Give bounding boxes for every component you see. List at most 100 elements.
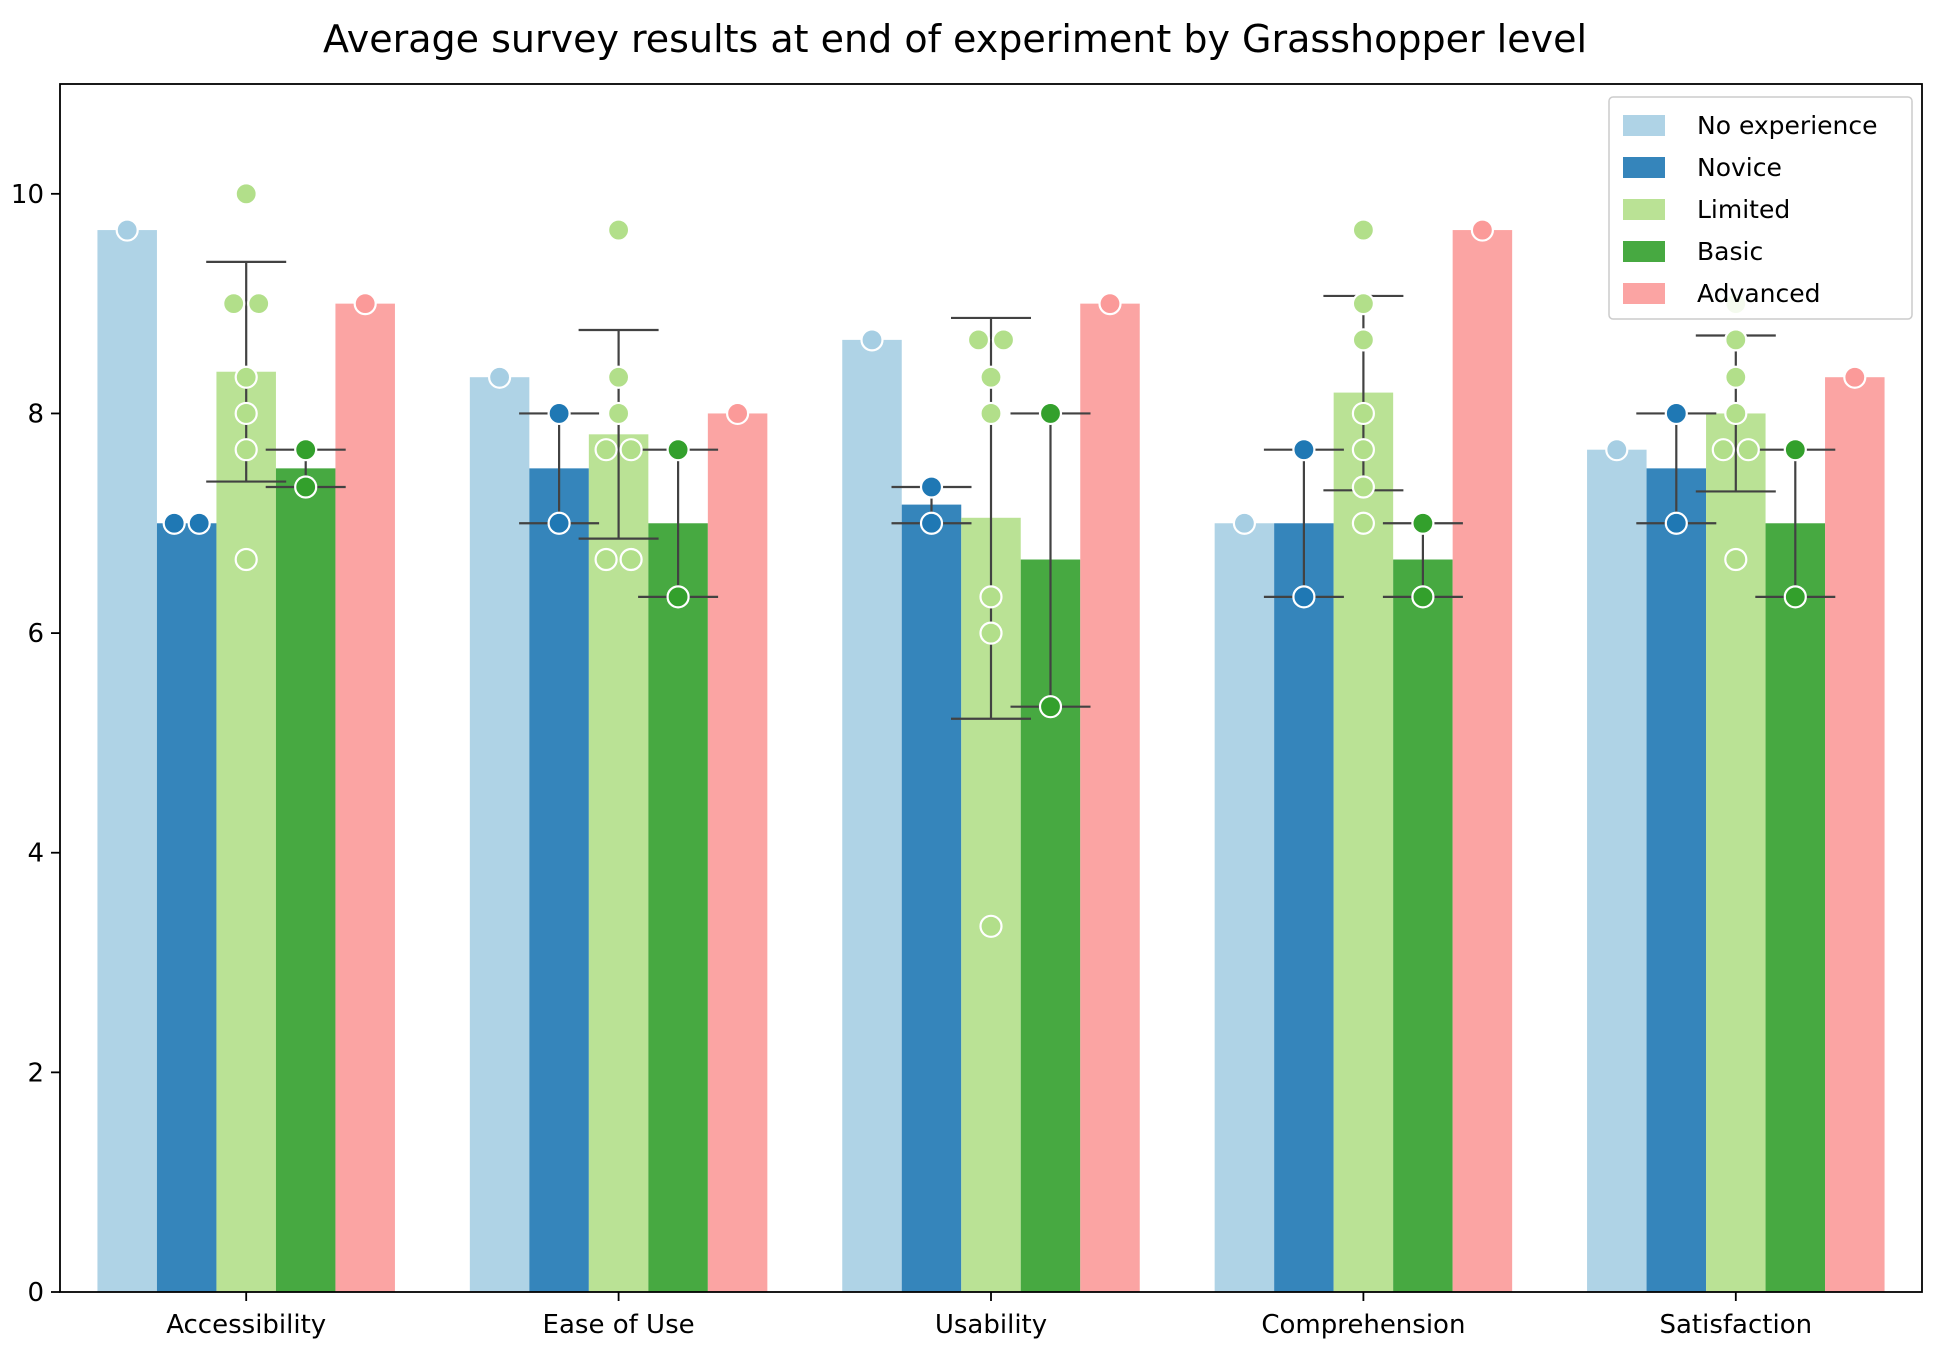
bar-no-experience-satisfaction — [1587, 449, 1647, 1292]
data-point-no-experience-accessibility-0 — [115, 218, 139, 242]
data-point-advanced-usability-0 — [1098, 292, 1122, 316]
bar-advanced-comprehension — [1452, 230, 1513, 1292]
data-point-novice-ease-of-use-0 — [547, 401, 571, 426]
bars-layer — [97, 230, 1885, 1293]
data-point-novice-satisfaction-1 — [1664, 511, 1688, 535]
data-point-limited-accessibility-2 — [247, 292, 271, 316]
x-tick-label-satisfaction: Satisfaction — [1660, 1310, 1813, 1340]
data-point-no-experience-satisfaction-0 — [1605, 438, 1629, 462]
data-point-basic-ease-of-use-1 — [666, 585, 690, 609]
bar-novice-accessibility — [156, 523, 217, 1292]
bar-limited-ease-of-use — [588, 434, 649, 1292]
legend-label-limited: Limited — [1697, 195, 1790, 224]
data-point-limited-ease-of-use-5 — [594, 547, 618, 572]
data-point-advanced-comprehension-0 — [1470, 218, 1495, 242]
data-point-novice-usability-0 — [919, 475, 944, 499]
data-point-novice-accessibility-0 — [162, 511, 186, 535]
bar-advanced-accessibility — [335, 303, 395, 1292]
data-point-basic-ease-of-use-0 — [666, 438, 690, 462]
data-point-limited-usability-0 — [966, 328, 991, 352]
data-point-novice-satisfaction-0 — [1664, 401, 1688, 426]
data-point-limited-satisfaction-1 — [1724, 328, 1748, 352]
data-point-limited-ease-of-use-1 — [606, 365, 631, 389]
data-point-basic-satisfaction-0 — [1783, 438, 1807, 462]
data-point-limited-comprehension-4 — [1351, 438, 1376, 462]
x-tick-label-accessibility: Accessibility — [166, 1310, 326, 1340]
data-point-limited-satisfaction-6 — [1724, 547, 1748, 572]
bar-limited-accessibility — [216, 371, 276, 1292]
data-point-limited-ease-of-use-3 — [594, 438, 618, 462]
axes-layer: 0 2 4 6 8 10 Accessibility Ease of Use Usability… — [11, 180, 1812, 1340]
y-tick-label-2: 4 — [27, 839, 44, 869]
data-point-limited-accessibility-4 — [234, 401, 258, 426]
data-point-limited-accessibility-3 — [234, 365, 258, 389]
legend-swatch-basic — [1623, 241, 1665, 262]
data-point-limited-satisfaction-2 — [1724, 365, 1748, 389]
data-point-limited-satisfaction-5 — [1736, 438, 1760, 462]
bar-basic-ease-of-use — [648, 523, 708, 1292]
bar-limited-satisfaction — [1706, 413, 1766, 1292]
data-point-no-experience-comprehension-0 — [1232, 511, 1257, 535]
data-point-limited-ease-of-use-4 — [619, 438, 643, 462]
data-point-limited-usability-5 — [979, 621, 1003, 645]
data-point-novice-accessibility-1 — [187, 511, 211, 535]
data-point-limited-satisfaction-4 — [1711, 438, 1735, 462]
bar-advanced-satisfaction — [1825, 377, 1885, 1292]
data-point-limited-comprehension-3 — [1351, 401, 1376, 426]
data-point-limited-usability-1 — [991, 328, 1016, 352]
data-point-limited-accessibility-6 — [234, 547, 258, 572]
chart-title: Average survey results at end of experim… — [323, 17, 1587, 61]
bar-basic-comprehension — [1393, 559, 1453, 1292]
legend-swatch-limited — [1623, 199, 1665, 220]
x-tick-label-ease-of-use: Ease of Use — [543, 1310, 695, 1340]
data-point-limited-accessibility-0 — [234, 182, 258, 206]
bar-limited-comprehension — [1333, 392, 1394, 1292]
data-point-limited-usability-6 — [979, 914, 1003, 938]
y-tick-label-5: 10 — [11, 180, 44, 210]
legend-swatch-novice — [1623, 157, 1665, 178]
legend-box — [1608, 96, 1913, 320]
y-tick-label-0: 0 — [27, 1278, 44, 1308]
data-point-limited-usability-3 — [979, 401, 1003, 426]
data-point-no-experience-ease-of-use-0 — [488, 365, 512, 389]
bar-novice-satisfaction — [1646, 468, 1707, 1292]
y-tick-label-1: 2 — [27, 1058, 44, 1088]
bar-basic-satisfaction — [1765, 523, 1826, 1292]
data-point-limited-usability-4 — [979, 585, 1003, 609]
data-point-advanced-satisfaction-0 — [1843, 365, 1867, 389]
bar-novice-comprehension — [1274, 523, 1334, 1292]
data-point-basic-accessibility-1 — [294, 475, 318, 499]
data-point-no-experience-usability-0 — [860, 328, 884, 352]
data-point-novice-ease-of-use-1 — [547, 511, 571, 535]
bar-advanced-usability — [1080, 303, 1140, 1292]
legend-label-novice: Novice — [1697, 153, 1782, 182]
data-point-advanced-accessibility-0 — [353, 292, 377, 316]
bar-advanced-ease-of-use — [707, 413, 768, 1292]
x-tick-label-usability: Usability — [935, 1310, 1047, 1340]
data-point-novice-comprehension-1 — [1292, 585, 1316, 609]
data-point-limited-comprehension-6 — [1351, 511, 1376, 535]
legend-swatch-no-experience — [1623, 115, 1665, 136]
data-point-novice-usability-1 — [919, 511, 944, 535]
bar-no-experience-comprehension — [1214, 523, 1275, 1292]
data-point-limited-ease-of-use-2 — [606, 401, 631, 426]
data-points-layer — [115, 182, 1867, 938]
data-point-limited-comprehension-2 — [1351, 328, 1376, 352]
data-point-basic-usability-1 — [1038, 695, 1063, 719]
y-tick-label-4: 8 — [27, 399, 44, 429]
data-point-basic-usability-0 — [1038, 401, 1063, 426]
data-point-basic-comprehension-0 — [1411, 511, 1435, 535]
bar-no-experience-accessibility — [97, 230, 157, 1292]
data-point-limited-comprehension-0 — [1351, 218, 1376, 242]
bar-no-experience-ease-of-use — [469, 377, 530, 1292]
data-point-limited-usability-2 — [979, 365, 1003, 389]
data-point-limited-accessibility-5 — [234, 438, 258, 462]
data-point-limited-satisfaction-3 — [1724, 401, 1748, 426]
data-point-limited-accessibility-1 — [222, 292, 246, 316]
data-point-novice-comprehension-0 — [1292, 438, 1316, 462]
data-point-limited-ease-of-use-0 — [606, 218, 631, 242]
bar-no-experience-usability — [842, 339, 902, 1293]
legend-label-basic: Basic — [1697, 237, 1763, 266]
data-point-limited-ease-of-use-6 — [619, 547, 643, 572]
